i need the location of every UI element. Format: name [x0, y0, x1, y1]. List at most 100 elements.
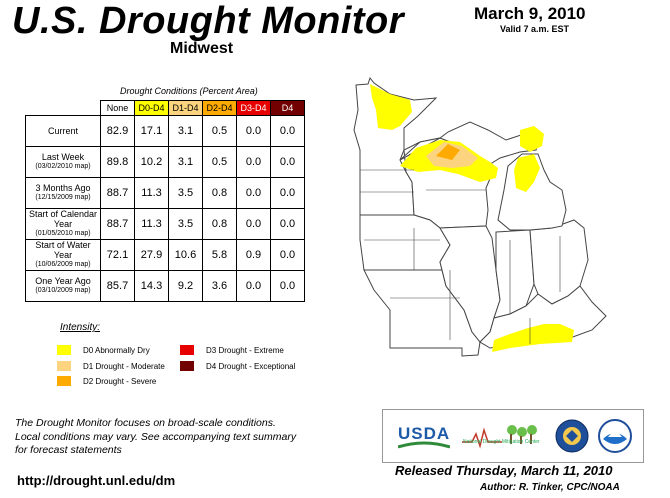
region-label: Midwest: [170, 40, 234, 57]
table-cell: 82.9: [100, 115, 135, 147]
row-label-map-date: (01/05/2010 map): [35, 230, 91, 237]
table-cell: 0.5: [202, 115, 237, 147]
row-label-map-date: (03/02/2010 map): [35, 163, 91, 170]
table-caption: Drought Conditions (Percent Area): [120, 86, 258, 96]
table-cell: 88.7: [100, 177, 135, 209]
legend-d2: D2 Drought - Severe: [57, 376, 156, 386]
row-label: Start of Calendar Year (01/05/2010 map): [25, 208, 101, 240]
row-label-map-date: (10/06/2009 map): [35, 261, 91, 268]
d2-area-wisconsin: [436, 144, 460, 160]
usda-swoosh-icon: [398, 441, 450, 449]
table-cell: 0.9: [236, 239, 271, 271]
legend-d4: D4 Drought - Exceptional: [180, 361, 295, 371]
table-cell: 89.8: [100, 146, 135, 178]
page-title: U.S. Drought Monitor: [12, 0, 405, 42]
row-label-map-date: (03/10/2009 map): [35, 287, 91, 294]
map-date: March 9, 2010: [474, 4, 586, 23]
row-label-text: 3 Months Ago: [35, 183, 91, 193]
legend-swatch-d0: [57, 345, 71, 355]
legend-swatch-d1: [57, 361, 71, 371]
legend-label-d2: D2 Drought - Severe: [83, 376, 157, 386]
author-credit: Author: R. Tinker, CPC/NOAA: [480, 482, 620, 493]
drought-conditions-table: None D0-D4 D1-D4 D2-D4 D3-D4 D4 Current 8…: [25, 100, 305, 302]
row-label: 3 Months Ago (12/15/2009 map): [25, 177, 101, 209]
county-lines: [360, 169, 561, 344]
table-cell: 3.5: [168, 208, 203, 240]
col-header-d3-d4: D3-D4: [236, 100, 271, 116]
legend-label-d4: D4 Drought - Exceptional: [206, 361, 296, 371]
row-label: One Year Ago (03/10/2009 map): [25, 270, 101, 302]
table-cell: 3.1: [168, 115, 203, 147]
legend-swatch-d2: [57, 376, 71, 386]
table-cell: 85.7: [100, 270, 135, 302]
col-header-d1-d4: D1-D4: [168, 100, 203, 116]
state-kentucky: [479, 285, 607, 349]
table-cell: 10.2: [134, 146, 169, 178]
intensity-title: Intensity:: [60, 322, 101, 333]
table-corner: [26, 101, 101, 116]
table-cell: 0.0: [270, 239, 305, 271]
table-cell: 0.0: [236, 270, 271, 302]
table-cell: 17.1: [134, 115, 169, 147]
table-cell: 11.3: [134, 208, 169, 240]
d0-area-michigan-lp: [514, 154, 540, 192]
table-row: One Year Ago (03/10/2009 map) 85.7 14.3 9.2 3…: [25, 270, 305, 302]
table-cell: 0.0: [270, 177, 305, 209]
table-cell: 0.0: [270, 115, 305, 147]
usda-logo-icon: USDA: [398, 424, 451, 443]
drought-monitor-link[interactable]: http://drought.unl.edu/dm: [17, 473, 176, 488]
legend-d3: D3 Drought - Extreme: [180, 345, 284, 355]
legend-swatch-d3: [180, 345, 194, 355]
release-date: Released Thursday, March 11, 2010: [395, 463, 613, 478]
valid-time: Valid 7 a.m. EST: [500, 24, 570, 34]
table-row: 3 Months Ago (12/15/2009 map) 88.7 11.3 3.5 0…: [25, 177, 305, 209]
col-header-d4: D4: [270, 100, 305, 116]
ndmc-logo-icon: [462, 425, 537, 449]
table-row: Start of Water Year (10/06/2009 map) 72.1 2…: [25, 239, 305, 271]
table-cell: 0.0: [270, 270, 305, 302]
table-cell: 0.0: [236, 115, 271, 147]
table-cell: 88.7: [100, 208, 135, 240]
d0-area-minnesota: [370, 84, 412, 130]
table-cell: 0.8: [202, 208, 237, 240]
legend-d1: D1 Drought - Moderate: [57, 361, 165, 371]
d0-area-ohio-valley: [492, 324, 574, 352]
commerce-seal-icon: [555, 419, 589, 453]
table-body: Current 82.9 17.1 3.1 0.5 0.0 0.0 Last Week (03/…: [25, 115, 305, 302]
table-header-row: None D0-D4 D1-D4 D2-D4 D3-D4 D4: [26, 100, 305, 116]
table-cell: 3.6: [202, 270, 237, 302]
legend-label-d0: D0 Abnormally Dry: [83, 345, 150, 355]
table-cell: 0.0: [236, 146, 271, 178]
row-label: Last Week (03/02/2010 map): [25, 146, 101, 178]
table-cell: 3.5: [168, 177, 203, 209]
row-label-map-date: (12/15/2009 map): [35, 194, 91, 201]
col-header-d0-d4: D0-D4: [134, 100, 169, 116]
col-header-d2-d4: D2-D4: [202, 100, 237, 116]
row-label: Current: [25, 115, 101, 147]
footnote-line: The Drought Monitor focuses on broad-sca…: [15, 417, 276, 429]
row-label-text: Start of Calendar Year: [28, 209, 98, 229]
midwest-map: [353, 76, 607, 357]
legend-swatch-d4: [180, 361, 194, 371]
legend-d0: D0 Abnormally Dry: [57, 345, 150, 355]
table-cell: 0.8: [202, 177, 237, 209]
row-label: Start of Water Year (10/06/2009 map): [25, 239, 101, 271]
table-row: Start of Calendar Year (01/05/2010 map) 88…: [25, 208, 305, 240]
legend-label-d3: D3 Drought - Extreme: [206, 345, 284, 355]
ndmc-label: National Drought Mitigation Center: [463, 439, 540, 445]
table-row: Last Week (03/02/2010 map) 89.8 10.2 3.1 0.5 0…: [25, 146, 305, 178]
legend-label-d1: D1 Drought - Moderate: [83, 361, 165, 371]
table-cell: 0.0: [236, 208, 271, 240]
table-row: Current 82.9 17.1 3.1 0.5 0.0 0.0: [25, 115, 305, 147]
row-label-text: Start of Water Year: [35, 240, 91, 260]
table-cell: 72.1: [100, 239, 135, 271]
d0-area-michigan-up: [520, 126, 544, 152]
footnote: The Drought Monitor focuses on broad-sca…: [15, 417, 296, 458]
footnote-line: Local conditions may vary. See accompany…: [15, 430, 297, 443]
table-cell: 0.0: [270, 146, 305, 178]
table-cell: 0.0: [270, 208, 305, 240]
table-cell: 3.1: [168, 146, 203, 178]
table-cell: 10.6: [168, 239, 203, 271]
table-cell: 0.5: [202, 146, 237, 178]
table-cell: 0.0: [236, 177, 271, 209]
